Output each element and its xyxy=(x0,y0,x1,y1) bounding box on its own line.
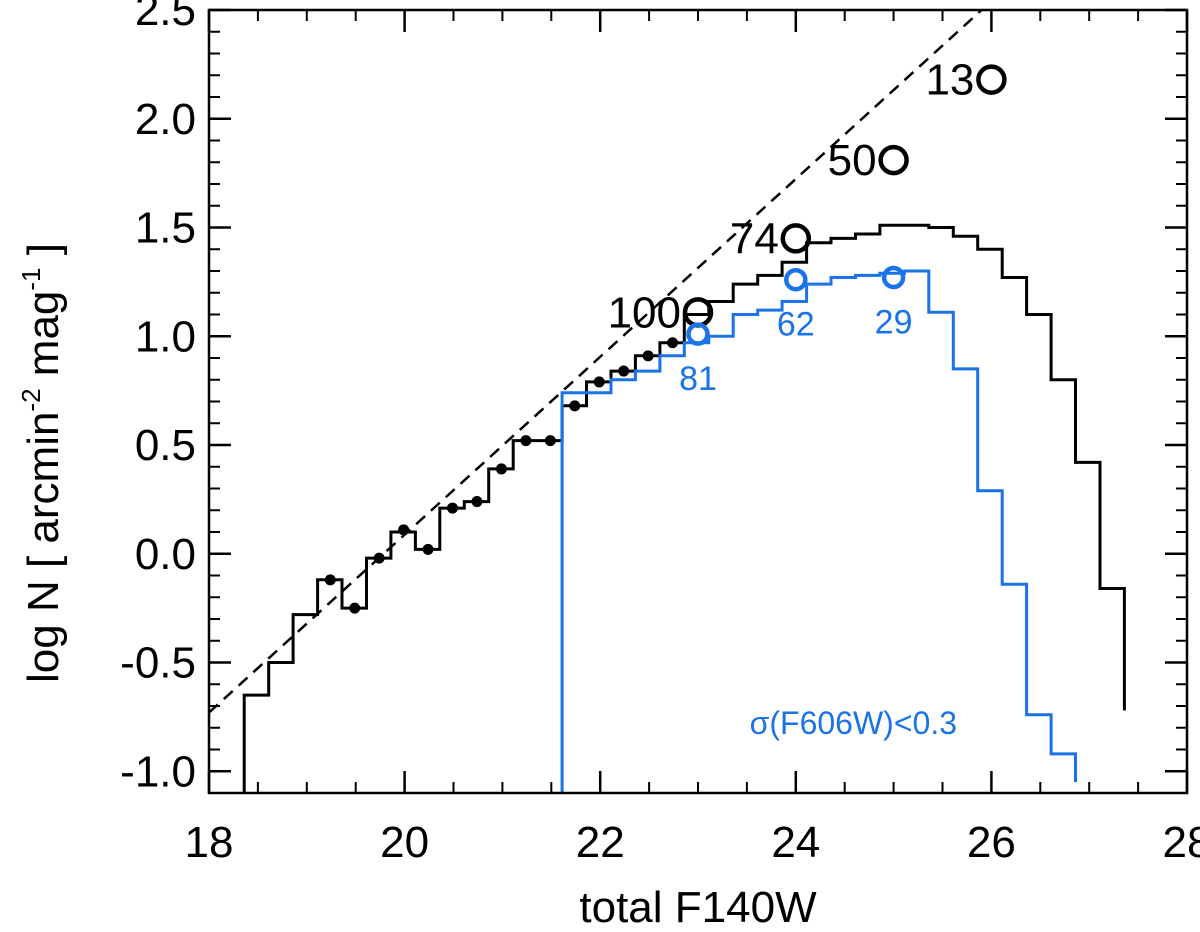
y-axis-label: log N [ arcmin-2 mag-1 ] xyxy=(16,243,68,683)
black-circle-label: 50 xyxy=(828,136,877,185)
y-tick-label: 2.5 xyxy=(135,0,196,35)
data-point xyxy=(447,502,459,514)
plot-content xyxy=(209,10,1126,793)
y-tick-label: 1.0 xyxy=(135,312,196,361)
data-point xyxy=(324,574,336,586)
y-tick-label: 0.5 xyxy=(135,421,196,470)
axes-frame xyxy=(207,8,1189,795)
black-circle-label: 100 xyxy=(608,288,681,337)
black-circle-marker xyxy=(878,144,909,176)
data-point xyxy=(618,365,630,377)
black-circle-marker xyxy=(682,297,714,328)
y-tick-label: -0.5 xyxy=(120,639,196,688)
data-point xyxy=(398,524,410,536)
data-point xyxy=(667,337,679,349)
data-point xyxy=(422,543,434,555)
x-tick-label: 28 xyxy=(1163,818,1200,867)
data-point xyxy=(349,602,361,614)
black-circle-marker xyxy=(780,223,812,254)
y-tick-label: 1.5 xyxy=(135,204,196,253)
y-axis-label-sup1: -2 xyxy=(16,388,46,411)
x-tick-label: 20 xyxy=(380,818,429,867)
x-tick-label: 26 xyxy=(967,818,1016,867)
blue-circle-marker xyxy=(784,267,808,292)
y-axis-label-sup2: -1 xyxy=(16,267,46,290)
black-circle-label: 13 xyxy=(925,56,974,105)
blue-circle-marker xyxy=(686,322,710,346)
x-axis-label: total F140W xyxy=(579,883,817,932)
x-tick-label: 24 xyxy=(771,818,820,867)
data-point xyxy=(593,376,605,388)
labels: total F140W log N [ arcmin-2 mag-1 ] xyxy=(16,243,817,932)
plot-area: 100 74 50 13 81 62 29 σ(F606W)<0.3 xyxy=(209,10,1126,793)
data-point xyxy=(373,552,385,564)
data-point xyxy=(495,463,507,475)
data-point xyxy=(642,350,654,362)
fit-dashed-line xyxy=(209,10,983,714)
black-histogram-line xyxy=(242,223,1126,793)
y-axis-label-main: log N [ arcmin xyxy=(19,412,68,683)
x-tick-label: 22 xyxy=(576,818,625,867)
blue-circle-marker xyxy=(881,265,906,290)
annotation-text: σ(F606W)<0.3 xyxy=(750,705,957,741)
y-tick-label: 0.0 xyxy=(135,530,196,579)
blue-circle-label: 81 xyxy=(679,360,717,398)
data-point xyxy=(569,400,581,412)
data-point xyxy=(544,435,556,447)
data-point xyxy=(471,496,483,508)
blue-circle-label: 62 xyxy=(777,306,815,344)
blue-circle-label: 29 xyxy=(875,304,913,342)
axes: 18 20 22 24 26 28 -1.0 -0.5 0.0 0.5 1.0 1.5 2.0 2.5 xyxy=(120,0,1200,867)
black-circle-label: 74 xyxy=(730,214,779,263)
y-tick-label: 2.0 xyxy=(135,95,196,144)
blue-histogram-line xyxy=(560,269,1077,793)
x-tick-label: 18 xyxy=(185,818,234,867)
y-axis-label-mid: mag xyxy=(19,291,68,389)
y-tick-label: -1.0 xyxy=(120,747,196,796)
data-point xyxy=(520,435,532,447)
y-axis-label-end: ] xyxy=(19,243,68,267)
black-circle-marker xyxy=(976,64,1007,95)
